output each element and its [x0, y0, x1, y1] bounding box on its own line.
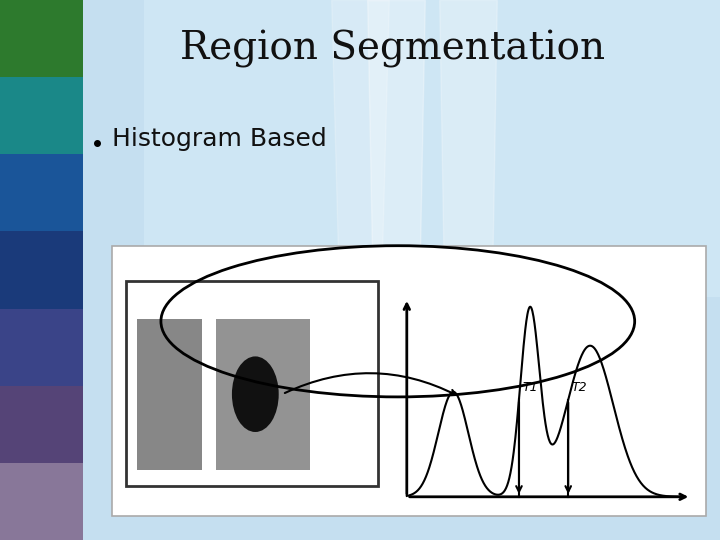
Bar — [216, 319, 310, 470]
Bar — [0, 232, 83, 308]
Bar — [0, 154, 83, 232]
Bar — [0, 0, 83, 77]
Bar — [0, 463, 83, 540]
Text: T1: T1 — [523, 381, 539, 394]
Text: T2: T2 — [572, 381, 588, 394]
Text: Region Segmentation: Region Segmentation — [180, 30, 605, 68]
Bar — [112, 246, 706, 516]
Bar — [0, 386, 83, 463]
Bar — [0, 77, 83, 154]
Bar — [144, 0, 720, 297]
Bar — [126, 281, 378, 486]
Text: Histogram Based: Histogram Based — [112, 127, 326, 151]
Ellipse shape — [232, 356, 279, 432]
Bar — [137, 319, 202, 470]
Bar — [0, 308, 83, 386]
